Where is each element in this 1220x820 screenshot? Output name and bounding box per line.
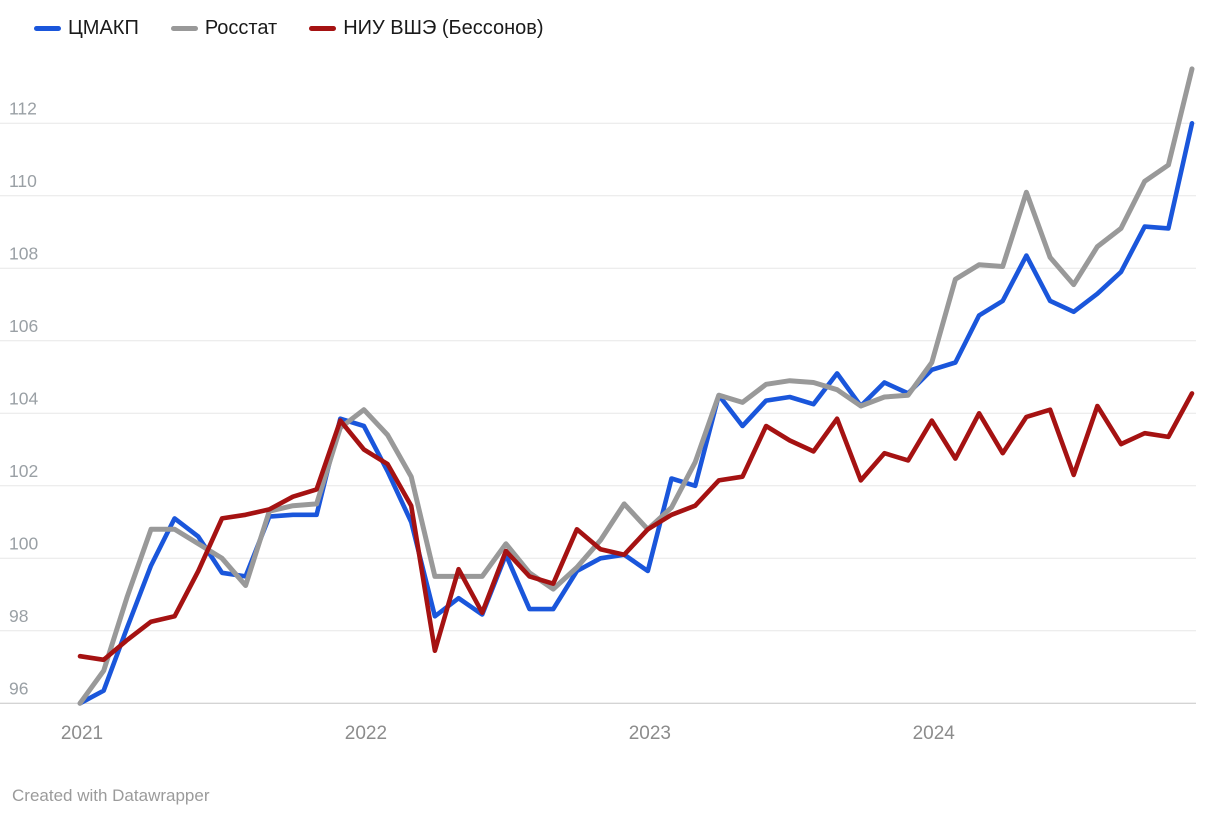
x-axis-label-2022: 2022	[345, 723, 387, 744]
y-axis-label-106: 106	[9, 316, 38, 336]
legend-item-hse: НИУ ВШЭ (Бессонов)	[309, 17, 544, 40]
x-axis-label-2023: 2023	[629, 723, 671, 744]
y-axis-label-108: 108	[9, 243, 38, 263]
legend-label-rosstat: Росстат	[204, 17, 278, 39]
x-axis-label-2024: 2024	[913, 723, 956, 744]
y-axis-label-98: 98	[9, 606, 28, 626]
y-axis-label-110: 110	[9, 171, 37, 191]
y-axis-labels: 96 98 100 102 104 106 108 110 112	[9, 98, 38, 698]
y-axis-label-102: 102	[9, 461, 38, 481]
legend-label-hse: НИУ ВШЭ (Бессонов)	[343, 17, 544, 39]
datawrapper-credit[interactable]: Created with Datawrapper	[12, 786, 210, 805]
y-axis-label-100: 100	[9, 533, 38, 553]
x-axis-labels: 2021 2022 2023 2024	[61, 723, 955, 744]
y-axis-label-112: 112	[9, 98, 37, 118]
series-line-hse	[77, 391, 1195, 663]
legend-swatch-cmakp	[34, 26, 61, 31]
legend-label-cmakp: ЦМАКП	[68, 17, 139, 39]
legend-item-cmakp: ЦМАКП	[34, 17, 139, 40]
x-axis-label-2021: 2021	[61, 723, 103, 744]
legend-swatch-hse	[309, 26, 337, 31]
legend: ЦМАКП Росстат НИУ ВШЭ (Бессонов)	[34, 17, 544, 40]
y-axis-label-104: 104	[9, 388, 38, 408]
gridlines	[0, 122, 1196, 704]
series-line-rosstat	[77, 66, 1195, 706]
y-axis-label-96: 96	[9, 678, 28, 698]
legend-item-rosstat: Росстат	[170, 17, 278, 40]
legend-swatch-rosstat	[170, 26, 198, 31]
